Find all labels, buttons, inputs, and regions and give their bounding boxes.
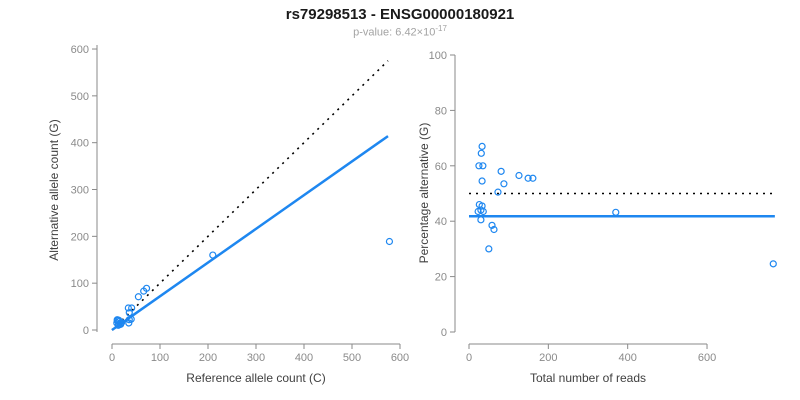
data-point [142,284,151,292]
data-point [385,237,394,246]
right-panel: 0 200 400 600 0 20 40 60 80 100 [429,50,777,364]
y-tick-label: 40 [435,216,447,228]
data-point [115,317,123,326]
data-point [494,188,502,196]
right-xaxis-label: Total number of reads [530,371,646,385]
x-tick-label: 100 [151,352,169,364]
data-point [124,304,132,312]
y-tick-label: 600 [71,44,89,56]
y-tick-label: 400 [71,138,89,150]
data-point [475,162,483,170]
data-point [125,319,133,327]
data-point [134,293,142,301]
data-point [769,260,777,268]
data-point [500,180,508,188]
data-point [479,207,487,216]
y-tick-label: 500 [71,91,89,103]
data-point [497,167,505,175]
data-point [485,245,493,253]
y-tick-label: 0 [83,325,89,337]
data-point [209,251,217,259]
data-point [478,177,486,185]
plot-title: rs79298513 - ENSG00000180921 [285,6,515,23]
y-tick-label: 80 [435,105,447,117]
data-point [524,174,532,182]
x-tick-label: 0 [109,352,115,364]
data-point [488,221,496,229]
x-tick-label: 600 [391,352,409,364]
identity-line [111,60,389,331]
data-point [479,162,487,170]
left-xaxis-label: Reference allele count (C) [186,371,325,385]
fit-line [111,135,389,332]
y-tick-label: 300 [71,185,89,197]
y-tick-label: 100 [71,278,89,290]
data-point [515,171,523,180]
data-point [477,149,485,157]
plot-subtitle: p-value: 6.42×10-17 [0,24,800,39]
data-point [477,216,485,224]
data-point [612,208,620,216]
x-tick-label: 300 [247,352,265,364]
right-yaxis-label: Percentage alternative (G) [417,123,431,264]
y-tick-label: 0 [441,327,447,339]
data-point [478,142,486,151]
left-yaxis-label: Alternative allele count (G) [47,119,61,260]
x-tick-label: 500 [343,352,361,364]
y-tick-label: 60 [435,161,447,173]
y-tick-label: 200 [71,231,89,243]
pvalue-exponent: -17 [435,24,447,33]
data-point [113,316,121,324]
x-tick-label: 200 [539,352,557,364]
y-tick-label: 100 [429,50,447,62]
x-tick-label: 600 [698,352,716,364]
data-point [529,174,537,182]
x-tick-label: 400 [295,352,313,364]
data-point [128,304,136,312]
data-point [490,225,498,234]
x-tick-label: 0 [466,352,472,364]
left-panel: 0 100 200 300 400 500 600 0 100 200 300 400 500 600 [71,44,410,364]
x-tick-label: 400 [619,352,637,364]
y-tick-label: 20 [435,272,447,284]
x-tick-label: 200 [199,352,217,364]
pvalue-text: p-value: 6.42×10 [353,26,436,39]
